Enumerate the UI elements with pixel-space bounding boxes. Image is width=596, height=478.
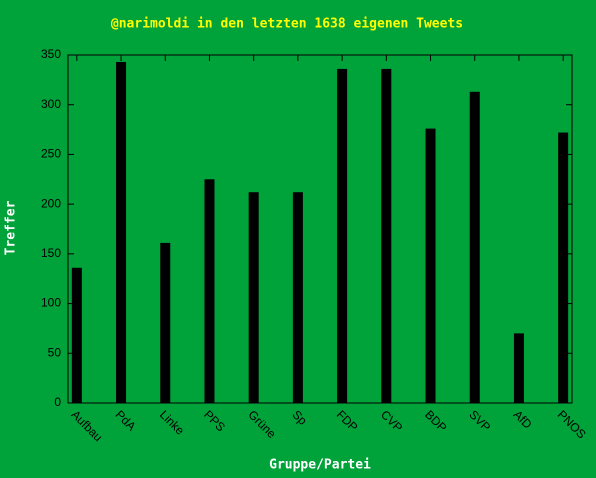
x-tick-label: PPS	[201, 407, 228, 434]
chart-title: @narimoldi in den letzten 1638 eigenen T…	[111, 17, 463, 32]
x-tick-label: FDP	[334, 407, 361, 434]
y-axis-label: Treffer	[4, 200, 19, 255]
y-tick-label: 100	[41, 296, 61, 310]
plot-border	[67, 54, 573, 404]
bar	[513, 333, 524, 403]
bar	[248, 192, 259, 403]
x-tick-label: Linke	[157, 407, 187, 437]
y-tick-label: 250	[41, 147, 61, 161]
bar	[425, 128, 436, 403]
y-tick-label: 300	[41, 97, 61, 111]
x-tick-label: SVP	[466, 407, 493, 434]
x-tick-label: AfD	[511, 407, 535, 431]
bar	[160, 242, 171, 403]
y-tick-label: 350	[41, 47, 61, 61]
x-tick-label: PNOS	[555, 407, 589, 441]
bar	[116, 61, 127, 404]
x-tick-label: Aufbau	[68, 407, 105, 444]
bar	[292, 192, 303, 403]
x-tick-label: Grüne	[245, 407, 279, 441]
y-tick-label: 200	[41, 196, 61, 210]
x-axis-label: Gruppe/Partei	[269, 458, 371, 473]
x-tick-label: Sp	[290, 407, 311, 428]
y-tick-label: 150	[41, 246, 61, 260]
bar	[469, 91, 480, 403]
y-tick-label: 50	[48, 345, 62, 359]
bar	[381, 68, 392, 404]
x-tick-label: CVP	[378, 407, 405, 434]
bar	[204, 179, 215, 403]
bar	[337, 68, 348, 404]
bar	[71, 267, 82, 403]
x-tick-label: BDP	[422, 407, 449, 434]
y-tick-label: 0	[54, 395, 61, 409]
x-tick-label: PdA	[113, 407, 139, 433]
bar	[558, 132, 569, 403]
